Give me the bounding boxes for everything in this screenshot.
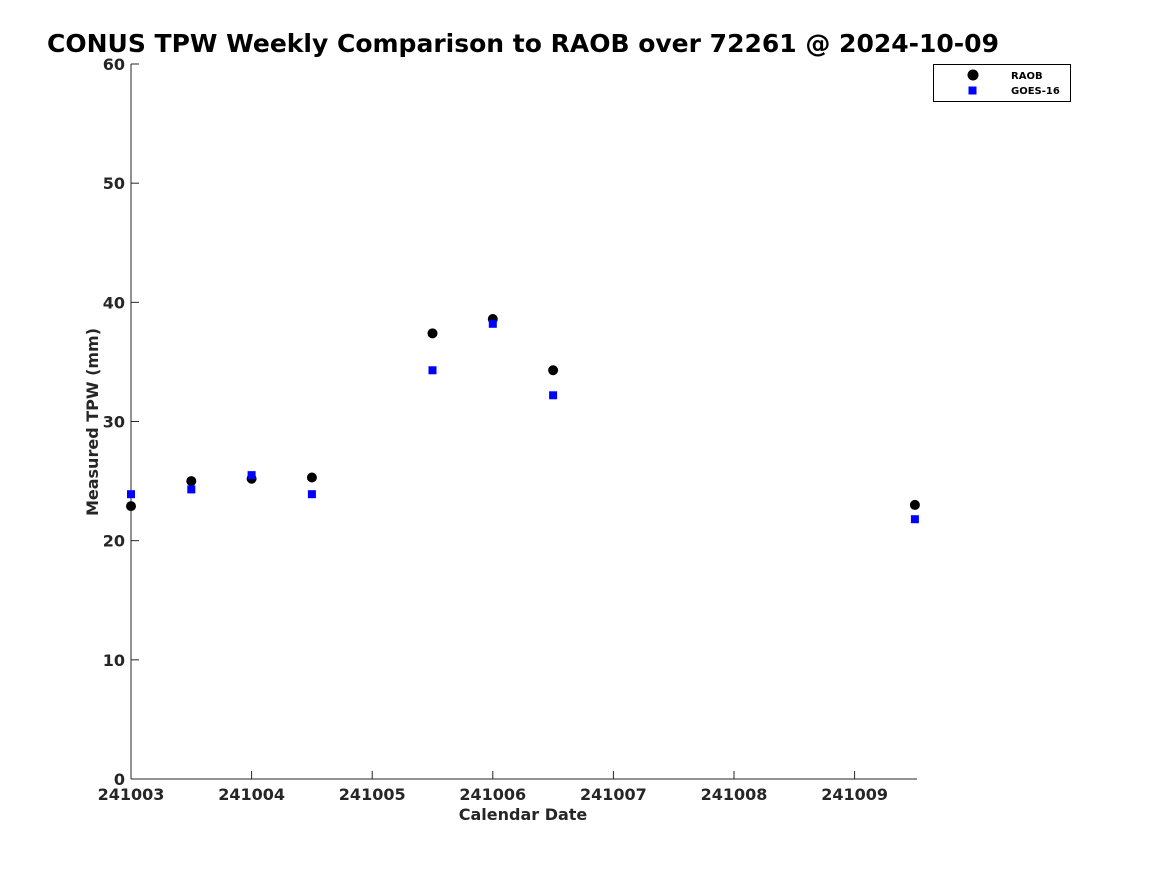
- x-axis-ticks: 241003 241004 241005 241006 241007 241008 2410…: [98, 771, 888, 804]
- y-tick-label: 30: [103, 413, 125, 432]
- data-point: [186, 476, 197, 487]
- legend-goes16-marker: [968, 86, 977, 95]
- y-tick-label: 0: [114, 770, 125, 789]
- x-tick-label: 241005: [339, 785, 406, 804]
- legend-raob-marker: [967, 69, 979, 81]
- data-point: [427, 328, 438, 339]
- y-axis-ticks: 0 10 20 30 40 50 60: [103, 55, 139, 789]
- data-point: [247, 471, 256, 480]
- data-point: [549, 391, 558, 400]
- x-axis-label: Calendar Date: [459, 805, 588, 824]
- x-tick-label: 241007: [580, 785, 647, 804]
- series-raob: [126, 314, 920, 512]
- y-tick-label: 50: [103, 174, 125, 193]
- data-point: [127, 490, 135, 499]
- x-tick-label: 241009: [821, 785, 888, 804]
- data-point: [909, 499, 920, 510]
- x-tick-label: 241004: [218, 785, 285, 804]
- data-point: [488, 319, 497, 328]
- legend-raob-label: RAOB: [1011, 71, 1043, 82]
- x-tick-label: 241006: [459, 785, 526, 804]
- chart-title: CONUS TPW Weekly Comparison to RAOB over…: [47, 29, 999, 58]
- y-tick-label: 10: [103, 651, 125, 670]
- data-point: [307, 490, 316, 499]
- y-axis-label: Measured TPW (mm): [83, 328, 102, 516]
- data-point: [306, 472, 317, 483]
- series-layer: [126, 314, 920, 524]
- data-point: [187, 485, 196, 494]
- y-tick-label: 60: [103, 55, 125, 74]
- legend-box: [933, 64, 1071, 102]
- y-tick-label: 40: [103, 293, 125, 312]
- y-tick-label: 20: [103, 532, 125, 551]
- data-point: [910, 515, 919, 524]
- x-tick-label: 241003: [98, 785, 165, 804]
- data-point: [126, 501, 136, 512]
- data-point: [428, 366, 437, 375]
- legend: RAOB GOES-16: [933, 64, 1071, 102]
- axes: [130, 64, 917, 780]
- legend-goes16-label: GOES-16: [1011, 86, 1060, 97]
- series-goes-16: [127, 319, 919, 524]
- x-tick-label: 241008: [701, 785, 768, 804]
- data-point: [548, 365, 559, 376]
